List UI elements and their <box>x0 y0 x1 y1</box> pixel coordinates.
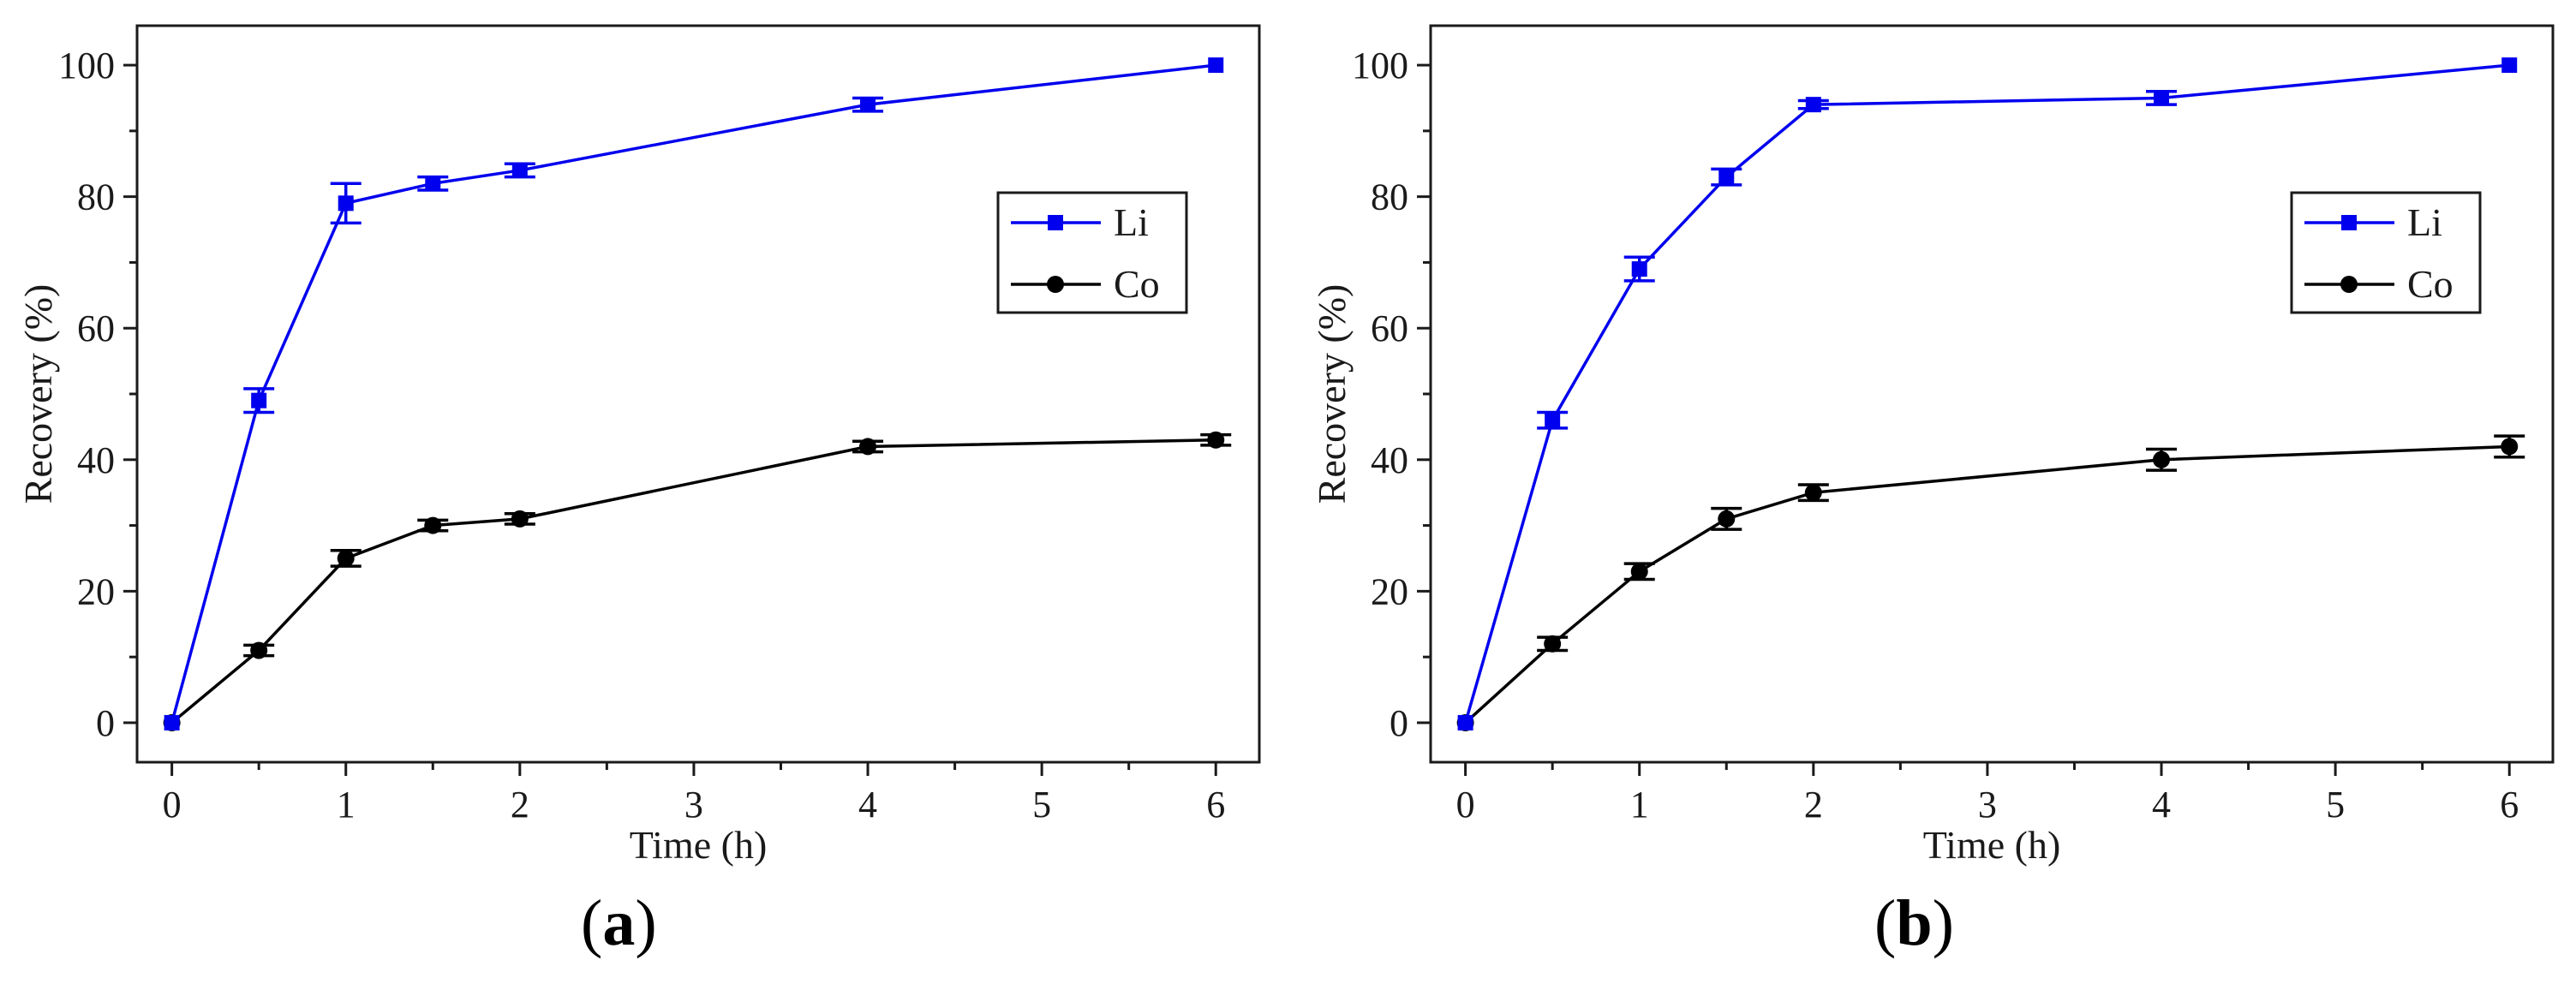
series-co <box>1456 434 2525 731</box>
y-axis-title: Recovery (%) <box>16 284 60 504</box>
legend-label-li: Li <box>2407 200 2442 244</box>
data-point-co <box>337 549 355 567</box>
x-tick-label: 6 <box>2500 784 2519 826</box>
data-point-li <box>860 97 876 113</box>
series-line-co <box>170 438 1216 725</box>
y-tick-label: 40 <box>77 439 115 481</box>
data-point-co <box>250 641 268 659</box>
legend-marker-li <box>1048 215 1063 230</box>
y-tick-label: 60 <box>1371 307 1408 349</box>
x-tick-label: 2 <box>1804 784 1823 826</box>
data-point-li <box>425 176 441 192</box>
y-tick-label: 80 <box>1371 176 1408 218</box>
x-tick-label: 4 <box>858 784 877 826</box>
x-tick-label: 3 <box>684 784 703 826</box>
y-axis-title: Recovery (%) <box>1310 284 1354 504</box>
series-co <box>163 431 1232 731</box>
x-tick-label: 1 <box>1630 784 1649 826</box>
series-li <box>164 57 1224 731</box>
data-point-co <box>1630 563 1648 581</box>
x-tick-label: 5 <box>1032 784 1051 826</box>
x-tick-label: 5 <box>2326 784 2345 826</box>
data-point-co <box>511 510 529 528</box>
data-point-li <box>164 714 180 731</box>
x-axis-title: Time (h) <box>1923 823 2061 867</box>
data-point-li <box>1718 169 1735 185</box>
x-tick-label: 0 <box>163 784 182 826</box>
data-point-li <box>1208 57 1224 74</box>
series-li <box>1457 57 2518 731</box>
data-point-co <box>424 516 442 534</box>
legend-marker-co <box>2340 276 2358 293</box>
x-tick-label: 0 <box>1456 784 1475 826</box>
data-point-li <box>511 162 528 178</box>
series-line-li <box>170 63 1216 724</box>
y-tick-label: 80 <box>77 176 115 218</box>
legend: Li Co <box>2290 191 2482 314</box>
x-tick-label: 3 <box>1978 784 1997 826</box>
data-point-li <box>338 195 354 212</box>
data-point-li <box>2154 90 2170 106</box>
data-point-co <box>1544 635 1562 653</box>
legend: Li Co <box>996 191 1188 314</box>
x-axis-title: Time (h) <box>630 823 768 867</box>
panel-a-letter: a <box>602 887 636 959</box>
y-tick-label: 20 <box>77 570 115 612</box>
data-point-li <box>1805 97 1821 113</box>
x-tick-label: 4 <box>2152 784 2171 826</box>
data-point-co <box>1718 510 1736 528</box>
data-point-co <box>859 438 877 456</box>
y-tick-label: 0 <box>96 702 115 744</box>
data-point-co <box>2501 438 2519 456</box>
y-tick-label: 20 <box>1371 570 1408 612</box>
legend-box <box>2290 191 2482 314</box>
data-point-li <box>2501 57 2518 74</box>
legend-label-li: Li <box>1114 200 1149 244</box>
x-tick-label: 6 <box>1206 784 1225 826</box>
y-tick-label: 0 <box>1390 702 1408 744</box>
panel-label-b: (b) <box>1874 887 1954 959</box>
panel-b-letter: b <box>1896 887 1933 959</box>
x-tick-label: 1 <box>337 784 356 826</box>
data-point-li <box>1545 412 1561 428</box>
series-line-li <box>1463 63 2510 724</box>
y-tick-label: 100 <box>58 45 115 86</box>
y-tick-label: 60 <box>77 307 115 349</box>
legend-label-co: Co <box>2407 262 2453 306</box>
data-point-li <box>251 392 267 409</box>
series-line-co <box>1464 444 2510 725</box>
y-tick-label: 40 <box>1371 439 1408 481</box>
data-point-li <box>1631 261 1647 277</box>
data-point-co <box>2153 450 2171 468</box>
legend-box <box>996 191 1188 314</box>
data-point-li <box>1457 714 1473 731</box>
x-tick-label: 2 <box>511 784 529 826</box>
data-point-co <box>1804 484 1822 502</box>
data-point-co <box>1207 431 1225 449</box>
y-tick-label: 100 <box>1352 45 1408 86</box>
panel-label-a: (a) <box>581 887 657 959</box>
legend-label-co: Co <box>1114 262 1160 306</box>
legend-marker-li <box>2341 215 2357 230</box>
plot-frame <box>1429 24 2555 764</box>
legend-marker-co <box>1047 276 1064 293</box>
